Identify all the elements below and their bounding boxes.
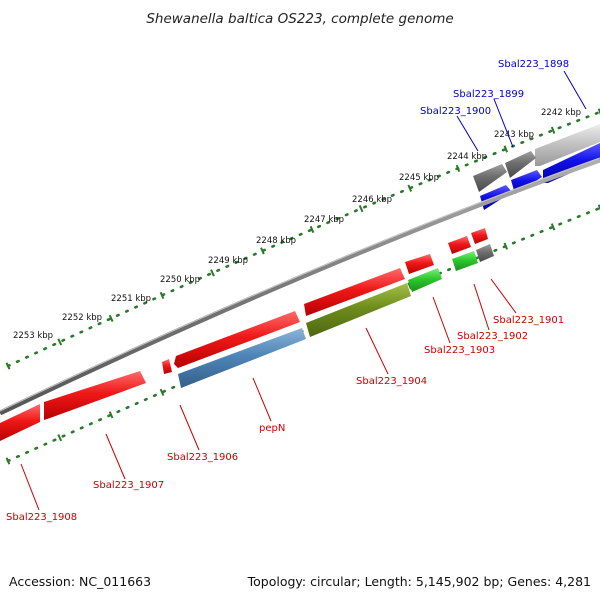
label-sbal223-1901[interactable]: Sbal223_1901 xyxy=(493,315,564,326)
gene-sbal223-1907[interactable] xyxy=(44,371,146,420)
scale-label-2248: 2248 kbp xyxy=(256,236,296,246)
label-sbal223-1900[interactable]: Sbal223_1900 xyxy=(420,106,491,117)
gene-sbal223-1900[interactable] xyxy=(473,164,507,192)
map-title: Shewanella baltica OS223, complete genom… xyxy=(146,11,453,27)
scale-tick xyxy=(108,314,114,323)
leader-sbal223-1907 xyxy=(105,433,126,480)
scale-label-2250: 2250 kbp xyxy=(160,275,200,285)
leader-sbal223-1901 xyxy=(490,278,517,314)
scale-tick xyxy=(260,247,265,255)
leader-sbal223-1900 xyxy=(456,115,479,152)
scale-tick xyxy=(550,126,556,134)
label-sbal223-1902[interactable]: Sbal223_1902 xyxy=(457,331,528,342)
gene-sbal223-1902[interactable] xyxy=(452,251,478,271)
scale-tick xyxy=(407,282,413,290)
scale-label-2247: 2247 kbp xyxy=(304,215,344,225)
scale-tick xyxy=(597,204,600,211)
leader-sbal223-1899 xyxy=(493,98,514,148)
label-leader-lines xyxy=(20,70,587,511)
scale-label-2245: 2245 kbp xyxy=(399,173,439,183)
label-sbal223-1904[interactable]: Sbal223_1904 xyxy=(356,376,427,387)
gene-sbal223-1898[interactable] xyxy=(535,124,600,166)
scale-label-2252: 2252 kbp xyxy=(62,313,102,323)
gene-sbal223-1908[interactable] xyxy=(0,404,40,441)
scale-tick xyxy=(5,457,11,465)
gene-red-4[interactable] xyxy=(448,236,471,254)
minus-strand-genes-inner xyxy=(178,244,494,388)
scale-tick xyxy=(550,223,556,231)
minus-strand-genes-outer xyxy=(0,228,488,441)
leader-sbal223-1903 xyxy=(432,296,451,344)
gene-sbal223-1903[interactable] xyxy=(408,268,442,292)
leader-sbal223-1902 xyxy=(473,283,490,331)
scale-tick xyxy=(407,184,413,192)
scale-label-2242: 2242 kbp xyxy=(541,108,581,118)
gene-pepN[interactable] xyxy=(178,328,306,388)
gene-red-3[interactable] xyxy=(405,254,434,274)
leader-sbal223-1908 xyxy=(20,463,40,511)
scale-tick xyxy=(597,108,600,115)
gene-sbal223-1906[interactable] xyxy=(162,359,172,374)
leader-sbal223-1898 xyxy=(563,70,587,110)
scale-tick xyxy=(159,388,165,396)
scale-label-2243: 2243 kbp xyxy=(494,130,534,140)
leader-sbal223-1906 xyxy=(179,404,200,451)
genome-backbone-highlight xyxy=(0,157,600,412)
gene-sbal223-1899[interactable] xyxy=(505,151,536,178)
scale-tick xyxy=(455,164,461,172)
scale-label-2251: 2251 kbp xyxy=(111,294,151,304)
gene-red-5[interactable] xyxy=(471,228,488,244)
scale-tick xyxy=(57,434,63,442)
scale-tick xyxy=(503,242,509,250)
label-sbal223-1908[interactable]: Sbal223_1908 xyxy=(6,512,77,523)
scale-tick xyxy=(503,145,509,153)
scale-label-2249: 2249 kbp xyxy=(208,256,248,266)
scale-label-2253: 2253 kbp xyxy=(13,331,53,341)
leader-pepN xyxy=(252,377,272,422)
scale-labels: 2242 kbp 2243 kbp 2244 kbp 2245 kbp 2246… xyxy=(13,108,581,341)
gene-sbal223-1904[interactable] xyxy=(306,283,411,337)
scale-tick xyxy=(159,291,165,300)
scale-label-2244: 2244 kbp xyxy=(447,152,487,162)
outer-scale-ticks xyxy=(5,108,600,370)
label-sbal223-1898[interactable]: Sbal223_1898 xyxy=(498,59,569,70)
scale-tick xyxy=(5,362,11,370)
label-pepN[interactable]: pepN xyxy=(259,423,285,434)
genome-backbone xyxy=(0,157,600,416)
outer-scale-ring xyxy=(6,110,600,368)
label-sbal223-1899[interactable]: Sbal223_1899 xyxy=(453,89,524,100)
scale-tick xyxy=(108,411,114,419)
label-sbal223-1907[interactable]: Sbal223_1907 xyxy=(93,480,164,491)
scale-label-2246: 2246 kbp xyxy=(352,195,392,205)
gene-red-long-2[interactable] xyxy=(304,268,405,316)
gene-sbal223-1901[interactable] xyxy=(476,244,494,262)
scale-tick xyxy=(210,269,215,277)
scale-tick xyxy=(309,225,315,234)
scale-tick xyxy=(358,204,364,213)
scale-tick xyxy=(57,338,63,346)
gene-labels: Sbal223_1898 Sbal223_1899 Sbal223_1900 S… xyxy=(6,59,569,523)
gene-red-long-1[interactable] xyxy=(174,311,300,368)
label-sbal223-1903[interactable]: Sbal223_1903 xyxy=(424,345,495,356)
topology-text: Topology: circular; Length: 5,145,902 bp… xyxy=(247,574,591,589)
leader-sbal223-1904 xyxy=(365,327,389,375)
accession-text: Accession: NC_011663 xyxy=(9,574,151,589)
label-sbal223-1906[interactable]: Sbal223_1906 xyxy=(167,452,238,463)
